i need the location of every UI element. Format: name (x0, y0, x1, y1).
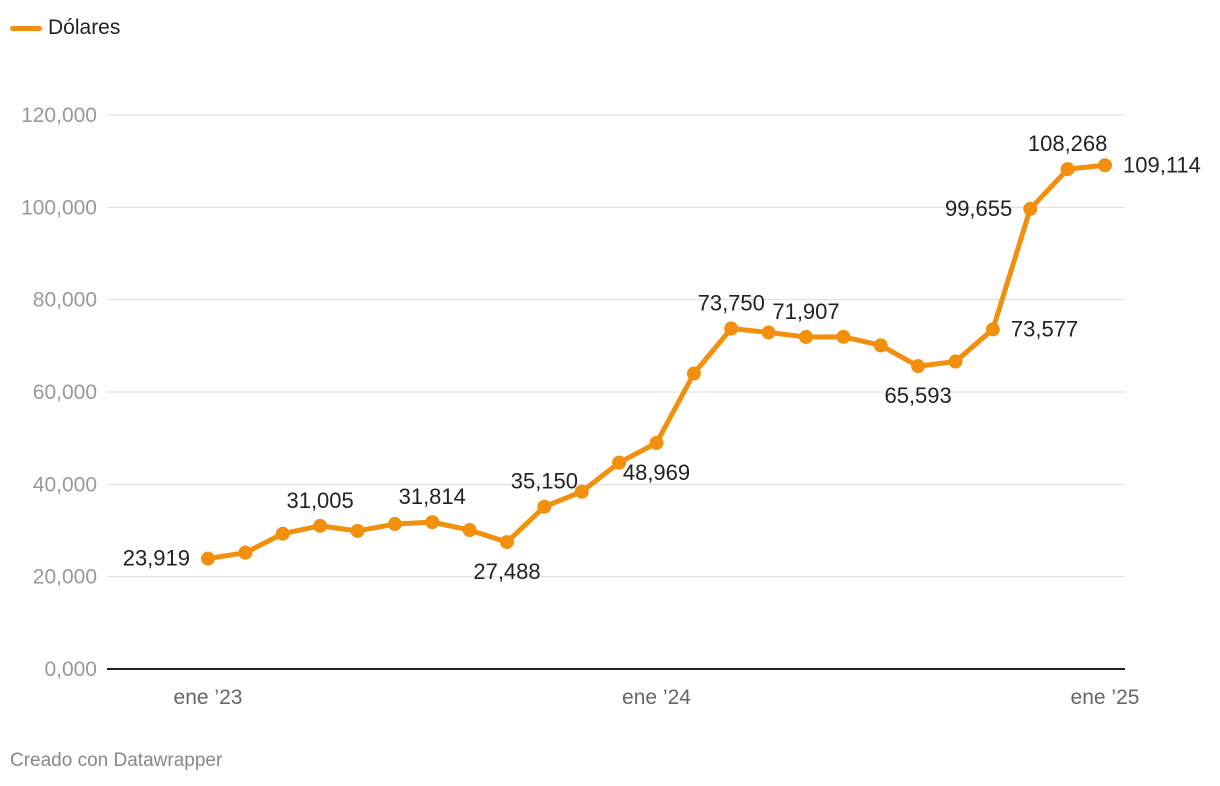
data-point (911, 359, 926, 374)
data-point (686, 366, 701, 381)
data-point (462, 523, 477, 538)
data-label: 35,150 (511, 469, 578, 494)
data-point (761, 325, 776, 340)
data-point (574, 484, 589, 499)
footer-credit: Creado con Datawrapper (10, 750, 223, 771)
data-label: 31,005 (286, 488, 353, 513)
data-point (1098, 158, 1112, 173)
data-point (387, 517, 402, 532)
data-point (1023, 201, 1038, 216)
data-point (500, 535, 514, 550)
data-point (1060, 162, 1075, 177)
data-point (799, 330, 813, 345)
y-tick-label: 20,000 (33, 566, 97, 589)
line-chart: 0,000 20,000 40,000 60,000 80,000 100,000 120,… (21, 104, 1201, 709)
y-tick-label: 80,000 (33, 289, 97, 312)
data-point (873, 338, 888, 353)
y-tick-label: 0,000 (44, 658, 97, 681)
data-point (724, 321, 739, 336)
data-point (948, 354, 963, 369)
chart-legend: Dólares (10, 16, 120, 40)
data-point (350, 523, 365, 538)
legend-label: Dólares (48, 16, 121, 39)
y-tick-label: 60,000 (33, 381, 97, 404)
y-tick-label: 40,000 (33, 473, 97, 496)
y-tick-label: 100,000 (21, 196, 97, 219)
data-label: 109,114 (1123, 152, 1201, 177)
data-label: 71,907 (772, 299, 839, 324)
x-tick-label: ene ’24 (622, 686, 691, 709)
data-label: 65,593 (884, 383, 951, 408)
data-point (275, 526, 290, 541)
data-point (313, 518, 328, 533)
data-label: 108,268 (1028, 131, 1108, 156)
x-tick-label: ene ’25 (1071, 686, 1140, 709)
data-label: 48,969 (623, 460, 690, 485)
data-point (425, 515, 440, 530)
x-tick-label: ene ’23 (174, 686, 243, 709)
data-point (238, 545, 253, 560)
legend-swatch (10, 25, 42, 31)
data-label: 99,655 (945, 196, 1012, 221)
data-point (537, 499, 552, 514)
data-label: 27,488 (473, 559, 540, 584)
data-point (612, 455, 627, 470)
data-label: 73,577 (1011, 316, 1078, 341)
data-label: 31,814 (399, 484, 466, 509)
data-point (649, 435, 664, 450)
data-label: 73,750 (698, 291, 765, 316)
data-point (836, 329, 851, 344)
data-label: 23,919 (123, 546, 190, 571)
data-point (985, 322, 1000, 337)
data-point (201, 551, 215, 566)
y-tick-label: 120,000 (21, 104, 97, 127)
